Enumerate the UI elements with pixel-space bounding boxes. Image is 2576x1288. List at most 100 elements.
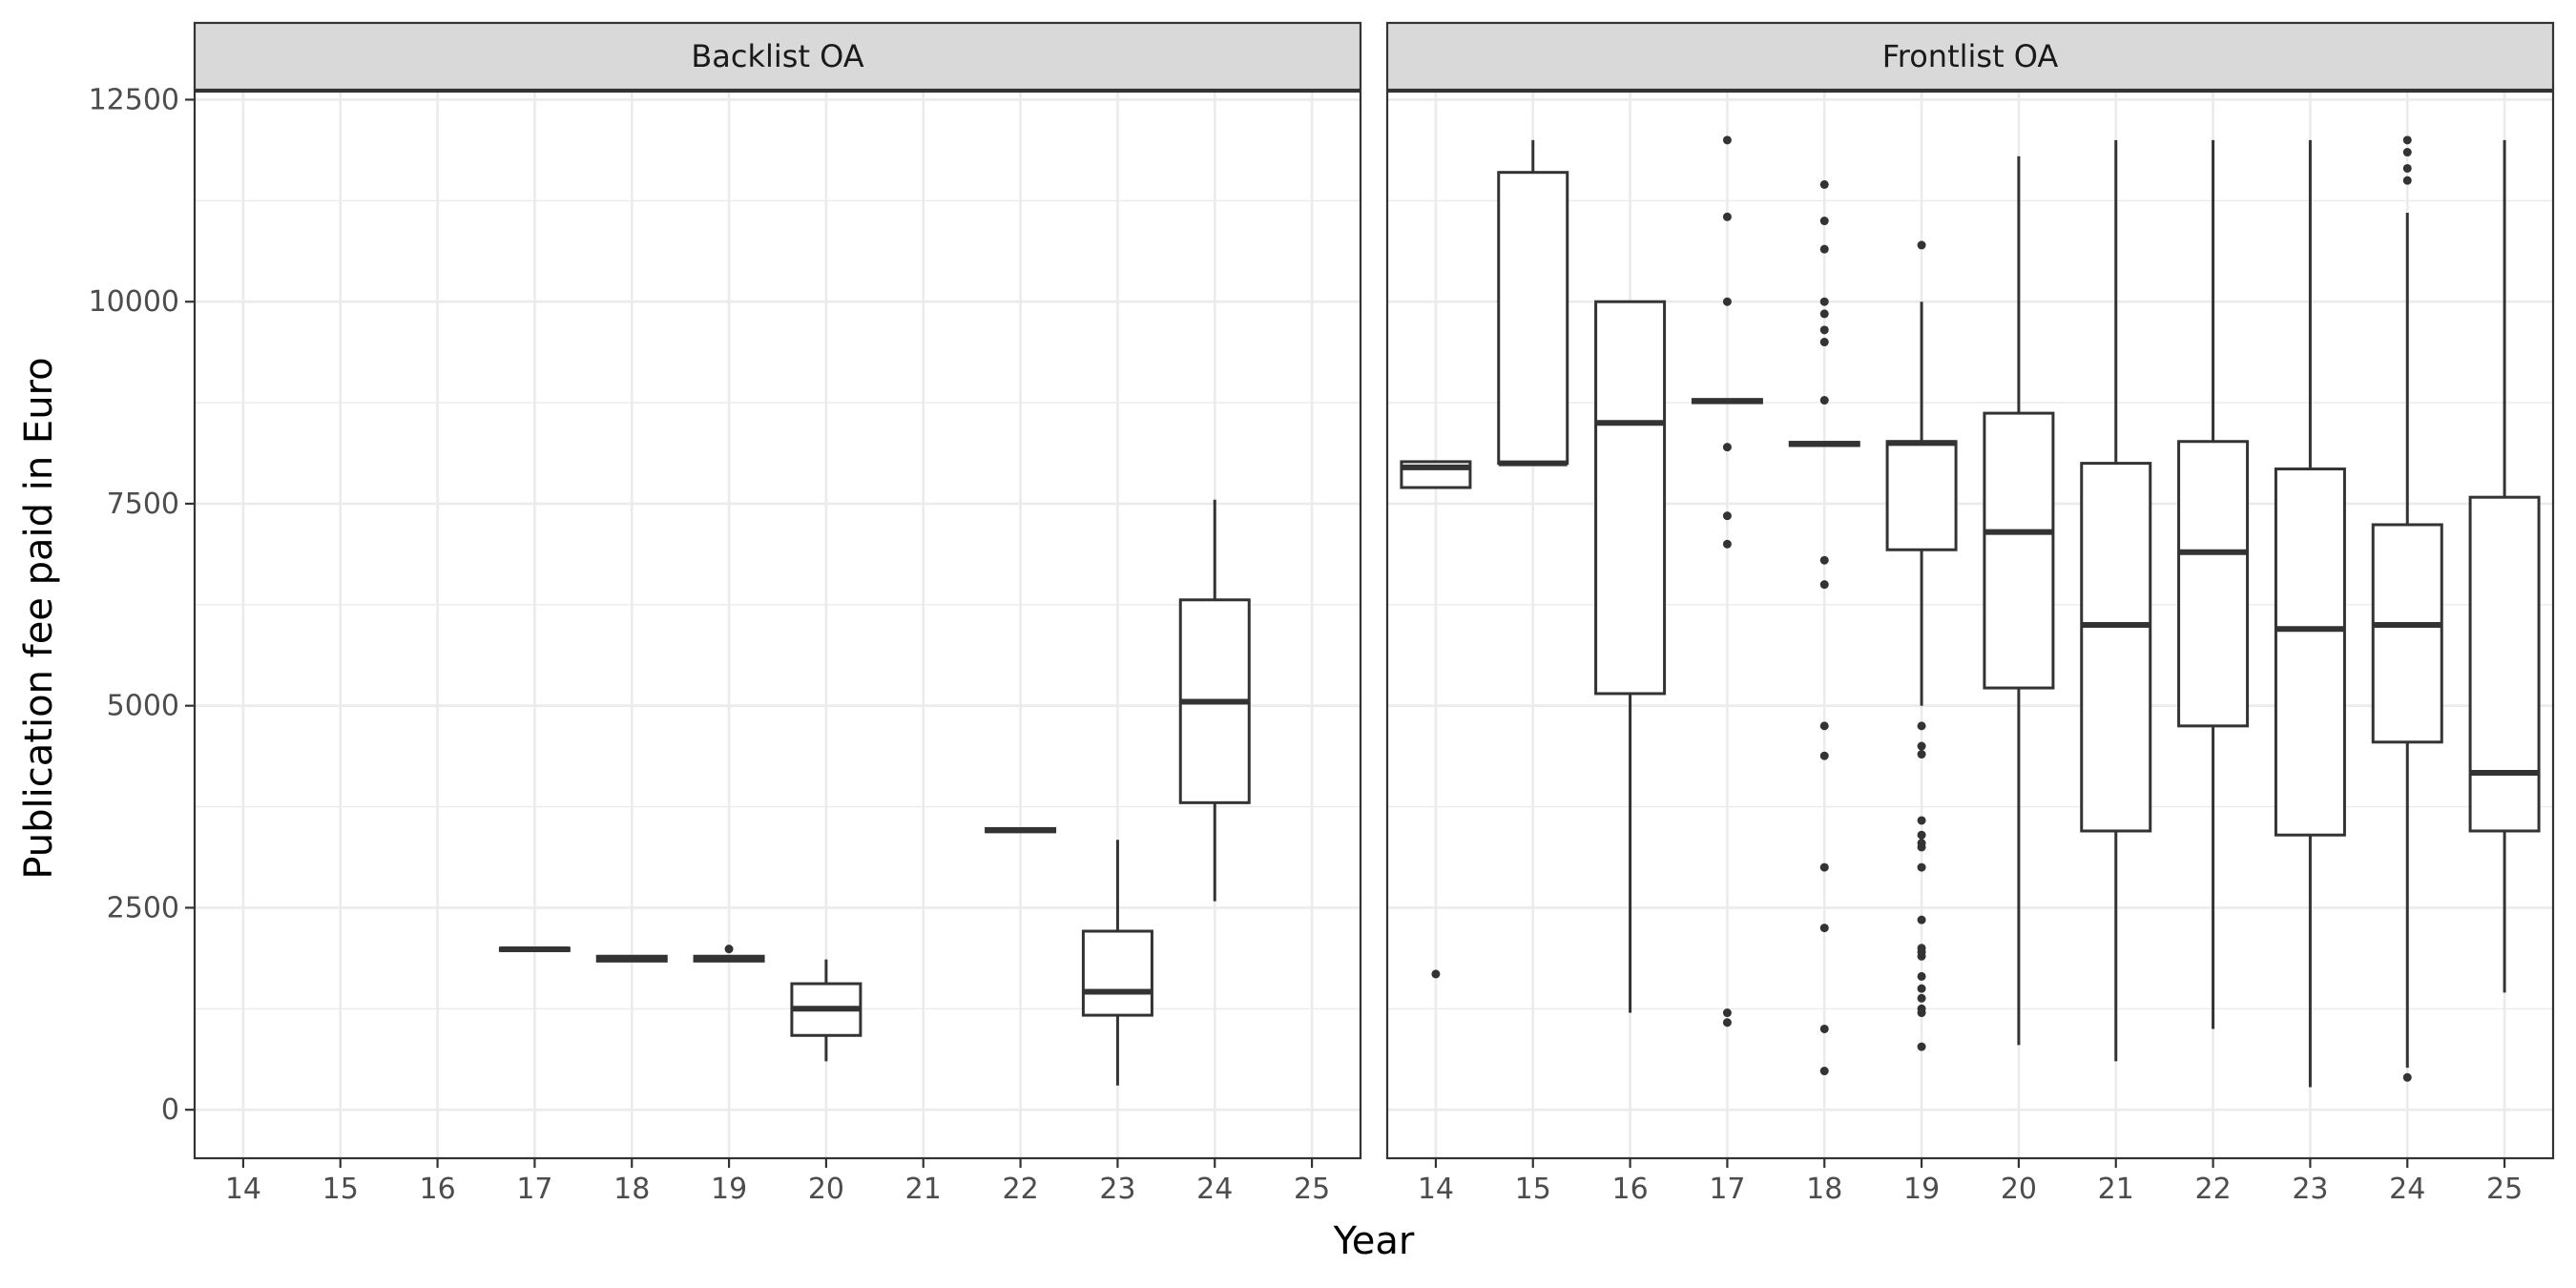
y-tick-label: 5000: [107, 690, 179, 723]
panel-background: [1387, 92, 2553, 1158]
facet-strip: [193, 21, 1362, 92]
box-iqr: [1081, 929, 1153, 1017]
y-axis-title: Publication fee paid in Euro: [17, 357, 61, 879]
outlier-point: [1917, 951, 1926, 961]
outlier-point: [1819, 721, 1829, 731]
outlier-point: [1722, 212, 1732, 221]
outlier-point: [2402, 148, 2412, 157]
outlier-point: [2402, 135, 2412, 145]
panel-backlist-oa: Backlist OA 14 15 16 17 18 19 20 21 22 23 24 25: [193, 21, 1362, 1206]
x-tick-label: 14: [225, 1173, 261, 1206]
outlier-point: [1819, 338, 1829, 347]
outlier-point: [1917, 1008, 1926, 1018]
x-tick-label: 20: [2001, 1173, 2037, 1206]
box-25: [2468, 139, 2541, 993]
outlier-point: [1722, 135, 1732, 145]
box-iqr: [2274, 467, 2346, 837]
outlier-point: [2402, 176, 2412, 185]
outlier-point: [1819, 862, 1829, 872]
x-tick-label: 15: [322, 1173, 359, 1206]
x-tick-label: 22: [2194, 1173, 2231, 1206]
x-tick-label: 23: [2292, 1173, 2328, 1206]
box-iqr: [1497, 171, 1569, 466]
x-tick-label: 21: [905, 1173, 942, 1206]
outlier-point: [1917, 741, 1926, 751]
box-19: [693, 945, 765, 963]
x-axis: 14 15 16 17 18 19 20 21 22 23 24 25: [225, 1158, 1330, 1206]
box-18: [1788, 179, 1860, 1076]
x-tick-label: 17: [516, 1173, 552, 1206]
outlier-point: [1917, 842, 1926, 852]
outlier-point: [1819, 297, 1829, 306]
outlier-point: [1917, 915, 1926, 924]
y-tick-label: 7500: [107, 488, 179, 521]
outlier-point: [1917, 750, 1926, 759]
x-tick-label: 19: [1903, 1173, 1940, 1206]
x-tick-label: 21: [2098, 1173, 2134, 1206]
x-tick-label: 24: [1196, 1173, 1233, 1206]
outlier-point: [1722, 1018, 1732, 1028]
outlier-point: [1819, 325, 1829, 335]
box-22: [2177, 139, 2250, 1029]
outlier-point: [2402, 163, 2412, 173]
outlier-point: [1917, 240, 1926, 250]
box-23: [1081, 840, 1153, 1086]
x-tick-label: 16: [1611, 1173, 1648, 1206]
outlier-point: [1819, 751, 1829, 760]
box-iqr: [2177, 440, 2250, 728]
outlier-point: [1819, 555, 1829, 565]
x-tick-label: 15: [1515, 1173, 1551, 1206]
outlier-point: [1819, 580, 1829, 590]
y-axis: 0 2500 5000 7500 10000 12500: [89, 83, 195, 1127]
outlier-point: [1917, 993, 1926, 1003]
outlier-point: [1917, 971, 1926, 981]
outlier-point: [724, 945, 734, 954]
x-axis: 14 15 16 17 18 19 20 21 22 23 24 25: [1418, 1158, 2523, 1206]
box-16: [1594, 300, 1667, 1013]
facet-strip-label: Backlist OA: [691, 38, 863, 74]
outlier-point: [1722, 443, 1732, 452]
x-tick-label: 18: [613, 1173, 650, 1206]
outlier-point: [1917, 816, 1926, 825]
x-tick-label: 17: [1709, 1173, 1745, 1206]
box-14: [1400, 460, 1472, 979]
box-iqr: [2468, 495, 2541, 833]
x-tick-label: 19: [711, 1173, 747, 1206]
outlier-point: [1917, 1042, 1926, 1051]
y-tick-label: 2500: [107, 891, 179, 924]
box-19: [1885, 240, 1958, 1051]
x-tick-label: 25: [1294, 1173, 1330, 1206]
y-tick-label: 12500: [89, 83, 179, 116]
outlier-point: [1917, 830, 1926, 840]
outlier-point: [1819, 1067, 1829, 1076]
x-tick-label: 23: [1099, 1173, 1135, 1206]
outlier-point: [1819, 396, 1829, 405]
box-iqr: [2080, 462, 2152, 833]
box-20: [790, 959, 862, 1062]
panel-border: [1385, 90, 2555, 1160]
x-axis-title: Year: [1333, 1219, 1415, 1263]
x-tick-label: 24: [2389, 1173, 2425, 1206]
y-tick-label: 0: [161, 1093, 179, 1127]
panel-border: [193, 90, 1362, 1160]
box-21: [2080, 139, 2152, 1062]
x-tick-label: 16: [419, 1173, 455, 1206]
x-tick-label: 18: [1806, 1173, 1842, 1206]
outlier-point: [1819, 309, 1829, 319]
boxes: [1400, 135, 2541, 1088]
panel-background: [195, 92, 1361, 1158]
outlier-point: [1917, 984, 1926, 993]
y-tick-label: 10000: [89, 285, 179, 319]
box-15: [1497, 139, 1569, 467]
facet-strip: [1385, 21, 2555, 92]
box-17: [1691, 135, 1763, 1028]
outlier-point: [1722, 511, 1732, 521]
box-20: [1983, 156, 2055, 1046]
outlier-point: [1819, 1024, 1829, 1033]
outlier-point: [1722, 539, 1732, 549]
box-22: [985, 826, 1057, 834]
outlier-point: [1917, 721, 1926, 731]
outlier-point: [1917, 862, 1926, 872]
outlier-point: [1431, 969, 1441, 979]
